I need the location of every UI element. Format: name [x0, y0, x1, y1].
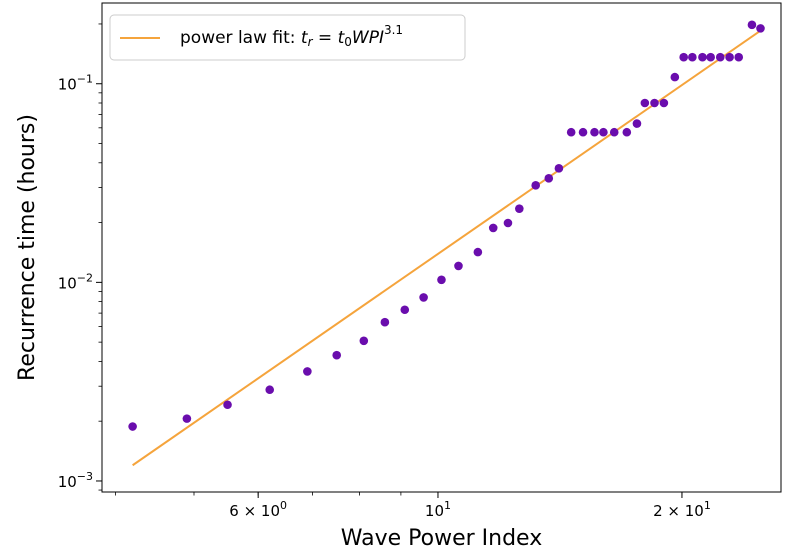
data-point	[182, 414, 192, 423]
data-point	[531, 181, 540, 190]
data-point	[734, 52, 744, 62]
axes-frame	[101, 2, 782, 493]
data-point	[554, 164, 564, 173]
data-point	[419, 293, 428, 302]
data-point	[632, 119, 642, 128]
data-point	[679, 52, 689, 62]
data-point	[380, 317, 390, 327]
data-point	[609, 127, 619, 137]
data-point	[622, 127, 632, 137]
data-point	[503, 218, 513, 228]
data-point	[715, 52, 725, 62]
data-point	[454, 261, 463, 271]
data-point	[223, 400, 232, 410]
data-point	[640, 98, 650, 108]
data-point	[599, 127, 608, 137]
data-point	[128, 422, 137, 431]
data-point	[437, 275, 446, 285]
data-point	[488, 223, 498, 233]
data-point	[725, 52, 734, 62]
data-point	[544, 174, 554, 183]
x-axis-title: Wave Power Index	[341, 526, 542, 551]
data-point	[756, 24, 765, 33]
data-point	[698, 52, 707, 62]
legend-fit-label: power law fit: tr = t0WPI3.1	[180, 23, 403, 49]
data-point	[650, 98, 659, 108]
data-point	[670, 72, 680, 82]
data-point	[706, 52, 715, 62]
y-axis-ticks: 10−3 10−2 10−1	[58, 23, 102, 491]
y-tick-label: 10−3	[58, 470, 93, 491]
data-point	[359, 336, 369, 346]
plot-marks	[128, 20, 765, 467]
x-tick-label: 6 × 100	[229, 499, 287, 520]
data-point	[265, 385, 275, 395]
y-axis-title: Recurrence time (hours)	[15, 114, 40, 381]
data-point	[515, 204, 524, 213]
x-axis-ticks: 6 × 100 101 2 × 101	[115, 492, 711, 520]
x-tick-label: 2 × 101	[653, 499, 711, 520]
legend-formula-eq: =	[313, 28, 338, 48]
legend: power law fit: tr = t0WPI3.1	[109, 14, 466, 61]
legend-formula-t: t	[301, 28, 309, 48]
legend-formula-wpi: WPI	[352, 28, 384, 48]
data-point	[473, 247, 483, 257]
legend-formula-t0: t	[338, 28, 346, 48]
legend-formula-power: 3.1	[384, 23, 403, 37]
data-point	[590, 127, 599, 137]
y-tick-label: 10−1	[58, 73, 93, 94]
legend-formula-r: r	[308, 35, 314, 49]
data-point	[659, 98, 669, 108]
data-point	[566, 127, 576, 137]
data-point	[303, 367, 312, 376]
data-point	[688, 52, 697, 62]
legend-box	[109, 14, 466, 61]
axes-border	[101, 2, 782, 493]
data-point	[400, 305, 410, 315]
data-point	[578, 127, 588, 137]
data-point	[332, 350, 342, 360]
y-tick-label: 10−2	[58, 271, 93, 292]
legend-formula-zero: 0	[344, 35, 352, 49]
legend-label-prefix: power law fit:	[180, 28, 301, 48]
x-tick-label: 101	[425, 499, 451, 520]
data-point	[747, 20, 757, 30]
